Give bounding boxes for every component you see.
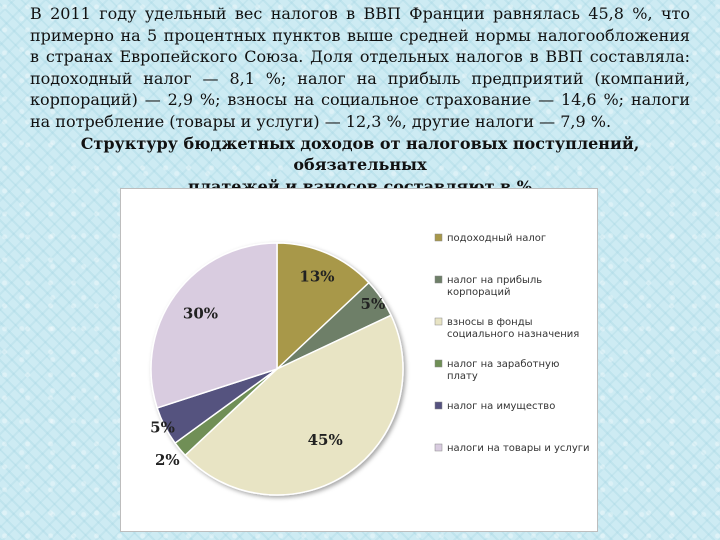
pie-slice — [150, 242, 278, 409]
legend-swatch — [434, 359, 443, 368]
pie-slice — [276, 242, 370, 371]
intro-paragraph: В 2011 году удельный вес налогов в ВВП Ф… — [30, 4, 690, 131]
legend-label: подоходный налог — [447, 233, 546, 244]
chart-frame: 13% 5% 45% 2% 5% 30% подоходный налог налог на… — [120, 188, 598, 532]
slice-data-label: 5% — [361, 295, 386, 313]
legend-label: налог на заработную — [447, 359, 559, 370]
legend-label: социального назначения — [447, 329, 579, 340]
slice-data-label: 5% — [150, 418, 175, 436]
legend-label: корпораций — [447, 287, 510, 298]
legend-label: налог на имущество — [447, 401, 555, 412]
pie-slice — [184, 314, 404, 496]
slice-data-label: 2% — [155, 451, 180, 469]
text-block: В 2011 году удельный вес налогов в ВВП Ф… — [30, 3, 690, 197]
legend-swatch — [434, 233, 443, 242]
legend-swatch — [434, 401, 443, 410]
legend-label: плату — [447, 371, 478, 382]
pie-chart: 13% 5% 45% 2% 5% 30% подоходный налог налог на… — [150, 233, 590, 496]
slice-data-label: 30% — [183, 305, 218, 323]
slice-data-label: 45% — [308, 431, 343, 449]
legend-swatch — [434, 317, 443, 326]
legend-swatch — [434, 443, 443, 452]
slice-data-label: 13% — [299, 268, 334, 286]
chart-heading-line-1: Структуру бюджетных доходов от налоговых… — [80, 133, 640, 175]
legend-label: налоги на товары и услуги — [447, 443, 590, 454]
legend-label: налог на прибыль — [447, 275, 542, 286]
legend-swatch — [434, 275, 443, 284]
legend-label: взносы в фонды — [447, 317, 533, 328]
